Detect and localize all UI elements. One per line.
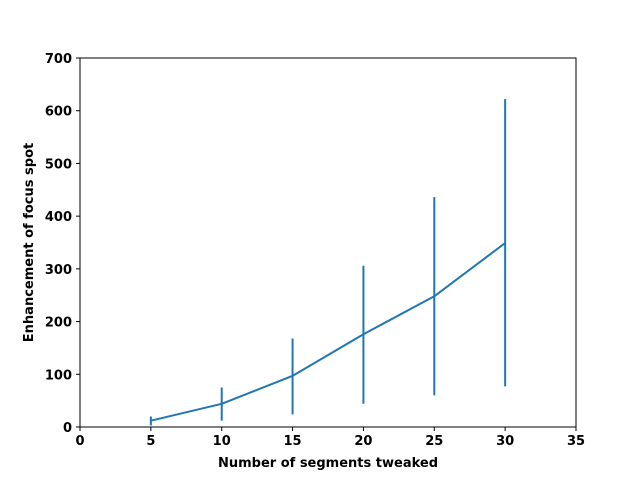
x-tick-label: 10 — [213, 434, 231, 449]
x-axis-ticks: 0 5 10 15 20 25 30 35 — [75, 427, 585, 449]
y-axis-ticks: 0 100 200 300 400 500 600 700 — [45, 52, 80, 436]
y-tick-label: 500 — [45, 157, 72, 172]
x-tick-label: 15 — [284, 434, 302, 449]
x-tick-label: 30 — [496, 434, 514, 449]
y-tick-label: 200 — [45, 316, 72, 331]
x-tick-label: 35 — [567, 434, 585, 449]
y-tick-label: 0 — [63, 421, 72, 436]
x-tick-label: 20 — [354, 434, 372, 449]
y-axis-label: Enhancement of focus spot — [22, 143, 37, 342]
x-tick-label: 25 — [425, 434, 443, 449]
series-line — [150, 242, 506, 422]
y-tick-label: 600 — [45, 105, 72, 120]
plot-frame — [79, 57, 577, 428]
series-layer — [149, 99, 507, 426]
y-tick-label: 300 — [45, 263, 72, 278]
x-tick-label: 5 — [146, 434, 155, 449]
y-tick-label: 700 — [45, 52, 72, 67]
x-axis-label: Number of segments tweaked — [218, 456, 438, 471]
x-tick-label: 0 — [75, 434, 84, 449]
y-tick-label: 100 — [45, 368, 72, 383]
y-tick-label: 400 — [45, 210, 72, 225]
